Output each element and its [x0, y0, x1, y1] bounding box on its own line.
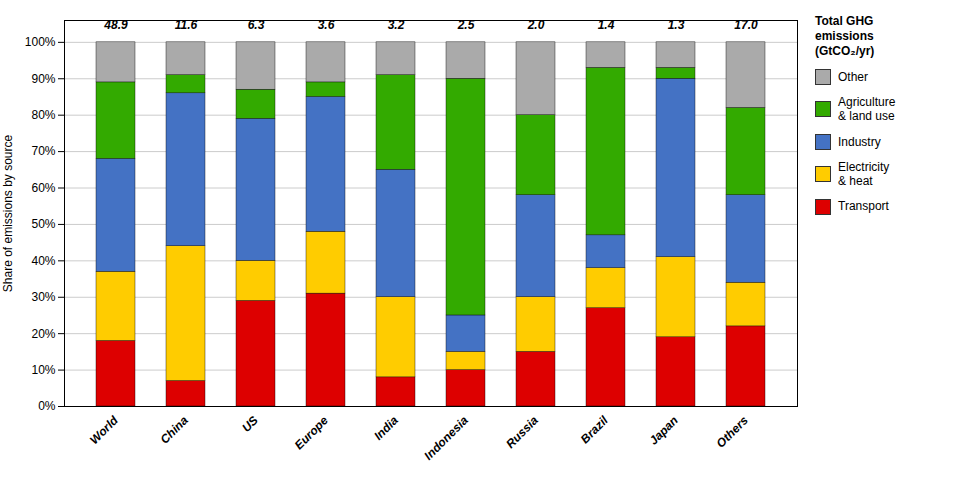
svg-text:India: India [371, 413, 401, 443]
svg-text:60%: 60% [31, 181, 55, 195]
svg-text:20%: 20% [31, 327, 55, 341]
svg-text:11.6: 11.6 [174, 18, 198, 32]
svg-text:Russia: Russia [503, 413, 541, 451]
svg-text:US: US [239, 413, 261, 435]
svg-text:Brazil: Brazil [578, 413, 611, 446]
svg-text:3.6: 3.6 [317, 18, 335, 32]
svg-text:70%: 70% [31, 144, 55, 158]
svg-text:10%: 10% [31, 363, 55, 377]
svg-text:50%: 50% [31, 217, 55, 231]
svg-text:Indonesia: Indonesia [421, 413, 471, 463]
svg-text:0%: 0% [38, 399, 56, 413]
svg-text:Europe: Europe [292, 413, 331, 452]
svg-text:6.3: 6.3 [247, 18, 265, 32]
html-text:Industry: Industry [838, 134, 881, 149]
svg-text:Share of emissions by source: Share of emissions by source [1, 134, 15, 292]
svg-text:90%: 90% [31, 72, 55, 86]
svg-text:Others: Others [714, 413, 751, 450]
svg-text:100%: 100% [25, 35, 56, 49]
svg-text:2.5: 2.5 [457, 18, 475, 32]
svg-text:2.0: 2.0 [527, 18, 545, 32]
svg-text:48.9: 48.9 [104, 18, 128, 32]
svg-text:30%: 30% [31, 290, 55, 304]
svg-text:1.3: 1.3 [667, 18, 685, 32]
html-text:Other: Other [838, 69, 868, 84]
html-text:Transport: Transport [838, 199, 889, 214]
svg-text:China: China [157, 413, 191, 447]
svg-text:1.4: 1.4 [597, 18, 615, 32]
svg-text:17.0: 17.0 [734, 18, 758, 32]
html-text:Total GHG emissions (GtCO₂/yr): Total GHG emissions (GtCO₂/yr) [815, 14, 875, 58]
svg-text:80%: 80% [31, 108, 55, 122]
svg-text:3.2: 3.2 [387, 18, 405, 32]
html-text:Electricity & heat: Electricity & heat [838, 159, 890, 189]
html-text:Agriculture & land use: Agriculture & land use [838, 95, 896, 124]
svg-text:Japan: Japan [646, 413, 680, 447]
svg-text:40%: 40% [31, 254, 55, 268]
svg-text:World: World [87, 413, 121, 447]
